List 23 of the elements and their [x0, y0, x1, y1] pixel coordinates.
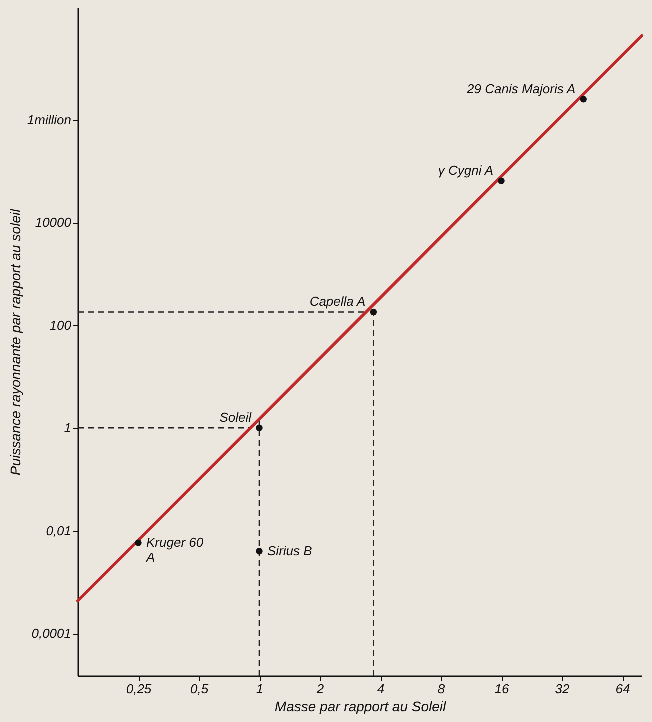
y-tick-label: 0,0001	[32, 626, 72, 642]
y-axis-title: Puissance rayonnante par rapport au soleil	[7, 208, 24, 476]
x-tick-label: 0,25	[126, 682, 152, 696]
x-tick-label: 32	[555, 682, 571, 696]
y-tick-label: 1	[64, 420, 72, 436]
x-tick-label: 4	[377, 682, 385, 696]
annotation: Kruger 60 A	[146, 535, 204, 566]
x-tick-label: 1	[256, 682, 264, 696]
x-tick-label: 0,5	[190, 682, 210, 696]
y-tick-label: 100	[50, 318, 72, 333]
annotation: Soleil	[220, 410, 253, 426]
y-tick-label: 0,01	[46, 523, 72, 538]
y-tick-label: 10000	[35, 215, 72, 230]
x-tick-label: 8	[438, 682, 446, 696]
x-tick-label: 2	[316, 682, 325, 696]
annotation: Sirius B	[268, 543, 313, 558]
y-tick-label: 1million	[27, 112, 72, 128]
x-axis-title: Masse par rapport au Soleil	[274, 698, 447, 714]
annotation: Capella A	[310, 294, 366, 310]
annotation: 29 Canis Majoris A	[466, 81, 576, 96]
x-tick-label: 64	[616, 682, 630, 696]
x-tick-label: 16	[494, 682, 510, 696]
annotation: γ Cygni A	[438, 163, 494, 178]
